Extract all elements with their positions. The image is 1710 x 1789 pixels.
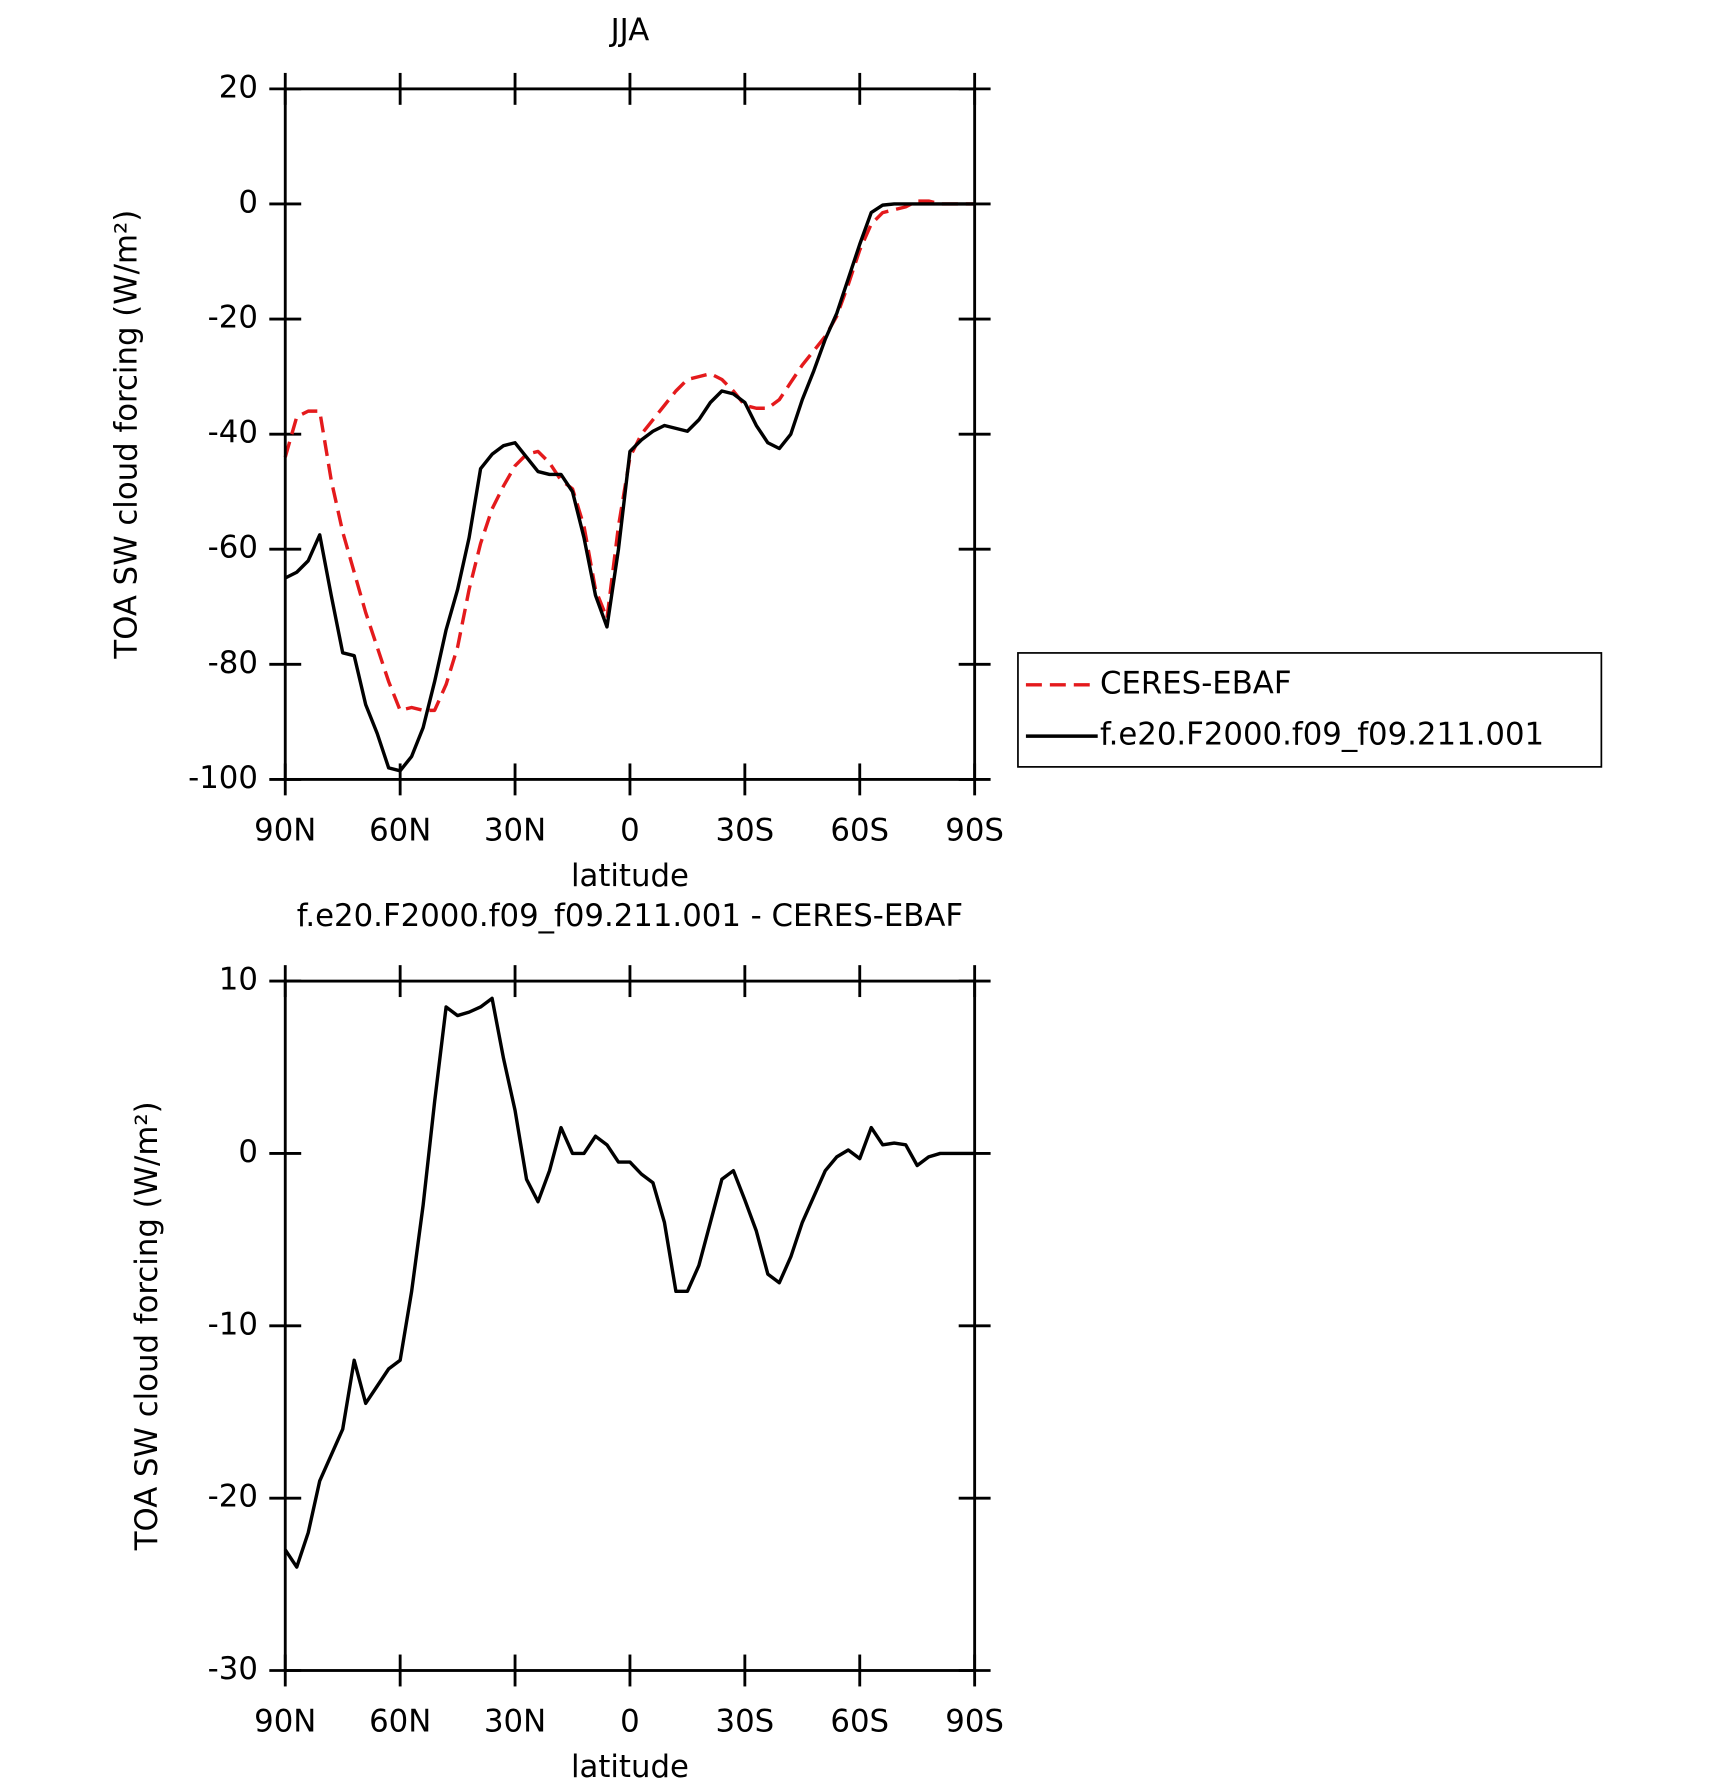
plot-frame xyxy=(283,87,977,781)
x-tick-label: 30N xyxy=(484,1703,546,1739)
x-axis-label: latitude xyxy=(571,858,689,894)
x-tick-label: 60N xyxy=(369,1703,431,1739)
x-tick-label: 0 xyxy=(620,812,640,848)
x-tick-label: 60S xyxy=(830,1703,889,1739)
y-tick-label: 10 xyxy=(219,962,258,998)
plot-frame xyxy=(283,979,977,1672)
y-tick-label: -60 xyxy=(208,530,258,566)
x-axis-label: latitude xyxy=(571,1749,689,1785)
y-tick-label: -100 xyxy=(188,760,258,796)
x-tick-label: 0 xyxy=(620,1703,640,1739)
legend-label: CERES-EBAF xyxy=(1100,665,1292,701)
x-tick-label: 30N xyxy=(484,812,546,848)
x-tick-label: 90N xyxy=(254,1703,316,1739)
legend-label: f.e20.F2000.f09_f09.211.001 xyxy=(1100,717,1544,753)
y-tick-label: -10 xyxy=(208,1306,258,1342)
chart-title: f.e20.F2000.f09_f09.211.001 - CERES-EBAF xyxy=(297,898,963,934)
y-tick-label: -40 xyxy=(208,415,258,451)
x-tick-label: 30S xyxy=(716,812,775,848)
y-tick-label: -30 xyxy=(208,1651,258,1687)
x-tick-label: 30S xyxy=(716,1703,775,1739)
plot: f.e20.F2000.f09_f09.211.001 - CERES-EBAF… xyxy=(129,898,1004,1785)
y-tick-label: -20 xyxy=(208,1479,258,1515)
x-tick-label: 90S xyxy=(945,1703,1004,1739)
x-tick-label: 60N xyxy=(369,812,431,848)
y-tick-label: 0 xyxy=(238,1134,258,1170)
x-tick-label: 90S xyxy=(945,812,1004,848)
y-tick-label: -80 xyxy=(208,645,258,681)
legend-box xyxy=(1017,652,1603,768)
y-tick-label: 20 xyxy=(219,69,258,105)
data-line xyxy=(283,199,975,713)
data-line xyxy=(284,202,975,773)
y-tick-label: -20 xyxy=(208,300,258,336)
plot: JJA latitude TOA SW cloud forcing (W/m²) -1… xyxy=(109,12,1603,894)
legend: CERES-EBAF f.e20.F2000.f09_f09.211.001 xyxy=(1017,652,1603,768)
y-tick-label: 0 xyxy=(238,184,258,220)
y-axis-label: TOA SW cloud forcing (W/m²) xyxy=(109,210,145,660)
x-tick-label: 60S xyxy=(830,812,889,848)
chart-title: JJA xyxy=(609,12,650,48)
x-tick-label: 90N xyxy=(254,812,316,848)
y-axis-label: TOA SW cloud forcing (W/m²) xyxy=(129,1101,165,1551)
data-line xyxy=(283,996,975,1569)
